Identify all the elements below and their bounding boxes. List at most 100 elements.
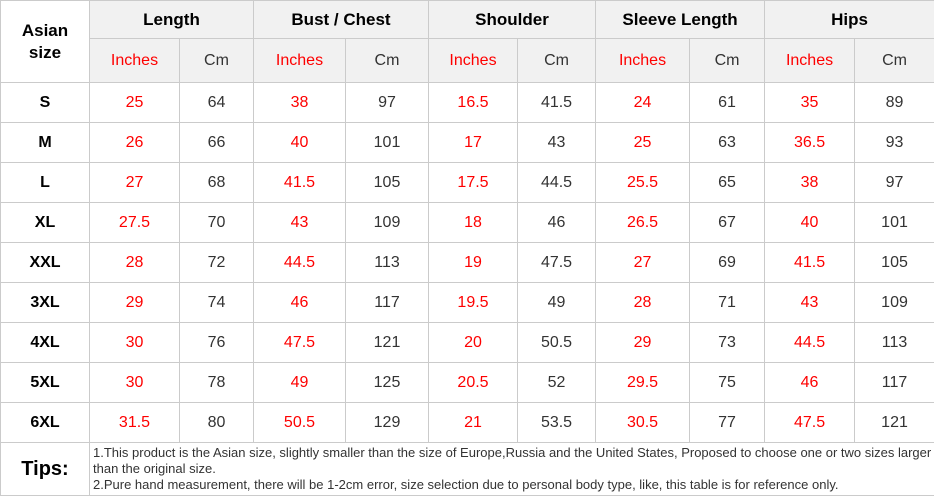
unit-header-inches: Inches [254,39,346,83]
inches-value-cell: 29 [90,283,180,323]
column-group-header-row: Asian size Length Bust / Chest Shoulder … [1,1,934,39]
inches-value-cell: 50.5 [254,403,346,443]
size-cell: L [1,163,90,203]
unit-header-inches: Inches [596,39,690,83]
inches-value-cell: 20.5 [429,363,518,403]
unit-header-row: Inches Cm Inches Cm Inches Cm Inches Cm … [1,39,934,83]
tips-row: Tips: 1.This product is the Asian size, … [1,443,934,496]
cm-value-cell: 73 [690,323,765,363]
inches-value-cell: 25 [596,123,690,163]
cm-value-cell: 101 [346,123,429,163]
size-cell: 5XL [1,363,90,403]
cm-value-cell: 97 [346,83,429,123]
tips-line-2: 2.Pure hand measurement, there will be 1… [93,477,932,493]
inches-value-cell: 30 [90,363,180,403]
column-group-bust-chest: Bust / Chest [254,1,429,39]
cm-value-cell: 105 [855,243,934,283]
cm-value-cell: 97 [855,163,934,203]
size-cell: S [1,83,90,123]
inches-value-cell: 19 [429,243,518,283]
inches-value-cell: 35 [765,83,855,123]
inches-value-cell: 20 [429,323,518,363]
cm-value-cell: 68 [180,163,254,203]
corner-header-asian-size: Asian size [1,1,90,83]
inches-value-cell: 41.5 [254,163,346,203]
cm-value-cell: 93 [855,123,934,163]
column-group-hips: Hips [765,1,934,39]
cm-value-cell: 63 [690,123,765,163]
size-cell: 4XL [1,323,90,363]
cm-value-cell: 117 [855,363,934,403]
cm-value-cell: 44.5 [518,163,596,203]
cm-value-cell: 75 [690,363,765,403]
inches-value-cell: 41.5 [765,243,855,283]
cm-value-cell: 129 [346,403,429,443]
size-cell: M [1,123,90,163]
inches-value-cell: 44.5 [254,243,346,283]
cm-value-cell: 53.5 [518,403,596,443]
inches-value-cell: 27 [90,163,180,203]
unit-header-cm: Cm [180,39,254,83]
cm-value-cell: 121 [855,403,934,443]
cm-value-cell: 80 [180,403,254,443]
cm-value-cell: 125 [346,363,429,403]
cm-value-cell: 66 [180,123,254,163]
cm-value-cell: 76 [180,323,254,363]
inches-value-cell: 29.5 [596,363,690,403]
cm-value-cell: 50.5 [518,323,596,363]
inches-value-cell: 43 [254,203,346,243]
inches-value-cell: 28 [596,283,690,323]
inches-value-cell: 29 [596,323,690,363]
inches-value-cell: 40 [765,203,855,243]
cm-value-cell: 61 [690,83,765,123]
cm-value-cell: 65 [690,163,765,203]
cm-value-cell: 69 [690,243,765,283]
unit-header-cm: Cm [855,39,934,83]
cm-value-cell: 43 [518,123,596,163]
inches-value-cell: 25 [90,83,180,123]
column-group-shoulder: Shoulder [429,1,596,39]
cm-value-cell: 109 [855,283,934,323]
inches-value-cell: 27.5 [90,203,180,243]
inches-value-cell: 40 [254,123,346,163]
unit-header-cm: Cm [690,39,765,83]
size-cell: XL [1,203,90,243]
cm-value-cell: 117 [346,283,429,323]
column-group-sleeve-length: Sleeve Length [596,1,765,39]
cm-value-cell: 49 [518,283,596,323]
cm-value-cell: 46 [518,203,596,243]
inches-value-cell: 38 [765,163,855,203]
inches-value-cell: 30 [90,323,180,363]
cm-value-cell: 70 [180,203,254,243]
inches-value-cell: 44.5 [765,323,855,363]
cm-value-cell: 78 [180,363,254,403]
inches-value-cell: 28 [90,243,180,283]
inches-value-cell: 47.5 [765,403,855,443]
inches-value-cell: 26 [90,123,180,163]
inches-value-cell: 36.5 [765,123,855,163]
tips-label: Tips: [1,443,90,496]
inches-value-cell: 25.5 [596,163,690,203]
inches-value-cell: 17 [429,123,518,163]
cm-value-cell: 52 [518,363,596,403]
cm-value-cell: 64 [180,83,254,123]
inches-value-cell: 26.5 [596,203,690,243]
cm-value-cell: 47.5 [518,243,596,283]
cm-value-cell: 77 [690,403,765,443]
unit-header-inches: Inches [765,39,855,83]
inches-value-cell: 47.5 [254,323,346,363]
tips-text: 1.This product is the Asian size, slight… [90,443,934,496]
cm-value-cell: 41.5 [518,83,596,123]
unit-header-cm: Cm [346,39,429,83]
inches-value-cell: 27 [596,243,690,283]
cm-value-cell: 109 [346,203,429,243]
inches-value-cell: 24 [596,83,690,123]
cm-value-cell: 71 [690,283,765,323]
cm-value-cell: 89 [855,83,934,123]
inches-value-cell: 38 [254,83,346,123]
